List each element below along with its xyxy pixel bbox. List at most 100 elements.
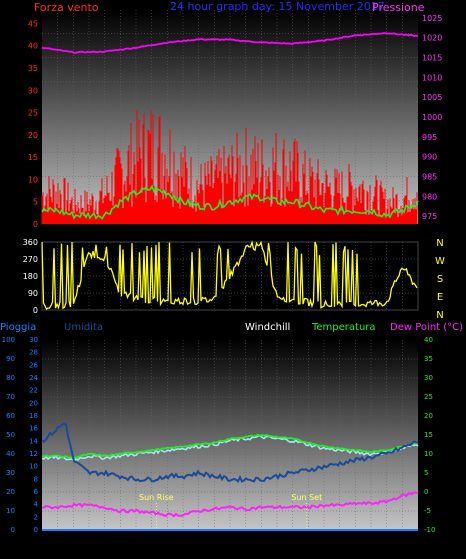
wind-tick-label: 15 xyxy=(28,153,38,162)
direction-tick-label: 180 xyxy=(23,272,38,281)
temperature-tick-label: 25 xyxy=(424,393,433,401)
pressure-tick-label: 1000 xyxy=(422,113,442,122)
x-tick-label: 14 xyxy=(256,537,266,546)
temperature-tick-label: -10 xyxy=(424,526,435,534)
pressure-tick-label: 1005 xyxy=(422,93,442,102)
rain-tick-label: 20 xyxy=(6,488,15,496)
x-tick-label: 00 xyxy=(413,231,423,240)
pressure-tick-label: 980 xyxy=(422,192,437,201)
sun-annotations: Sun Rise Sun Set xyxy=(139,493,322,530)
x-tick-label: 10 xyxy=(194,231,204,240)
rain-tick-label: 60 xyxy=(6,412,15,420)
temperature-tick-label: 5 xyxy=(424,469,428,477)
direction-tick-label: 360 xyxy=(23,238,38,247)
temperature-tick-label: 40 xyxy=(424,336,433,344)
rain-axis: 0 10 20 30 40 50 60 70 80 90 100 xyxy=(2,336,15,534)
humidity-tick-label: 0 xyxy=(34,526,38,534)
temperature-tick-label: 10 xyxy=(424,450,433,458)
humidity-tick-label: 8 xyxy=(34,475,38,483)
rain-tick-label: 40 xyxy=(6,450,15,458)
wind-axis: 0 5 10 15 20 25 30 35 40 45 xyxy=(28,19,38,229)
direction-tick-label: 90 xyxy=(28,289,38,298)
dewpoint-line xyxy=(41,491,419,518)
sun-annotation-label: Sun Set xyxy=(291,493,322,502)
humidity-tick-label: 26 xyxy=(29,361,38,369)
wind-tick-label: 20 xyxy=(28,131,38,140)
temperature-tick-label: 15 xyxy=(424,431,433,439)
rain-tick-label: 10 xyxy=(6,507,15,515)
wind-tick-label: 10 xyxy=(28,175,38,184)
humidity-tick-label: 10 xyxy=(29,463,38,471)
humidity-tick-label: 16 xyxy=(29,425,38,433)
humidity-tick-label: 22 xyxy=(29,387,38,395)
pressure-tick-label: 1015 xyxy=(422,54,442,63)
temperature-series xyxy=(41,422,419,531)
x-tick-label: 06 xyxy=(131,231,141,240)
compass-label: S xyxy=(437,274,443,285)
pressure-tick-label: 1025 xyxy=(422,14,442,23)
wind-series xyxy=(41,32,419,224)
x-tick-label: 18 xyxy=(319,537,329,546)
pressure-axis: 975 980 985 990 995 1000 1005 1010 1015 1020 1025 xyxy=(422,14,442,221)
graph-title: 24 hour graph day: 15 November 2017 xyxy=(170,0,385,13)
x-tick-label: 20 xyxy=(350,537,360,546)
x-tick-label: 18 xyxy=(319,231,329,240)
rain-tick-label: 50 xyxy=(6,431,15,439)
direction-line xyxy=(41,240,418,310)
direction-tick-label: 0 xyxy=(33,306,38,315)
humidity-tick-label: 20 xyxy=(29,399,38,407)
wind-tick-label: 40 xyxy=(28,42,38,51)
humidity-label: Umidita xyxy=(64,322,103,333)
compass-label: N xyxy=(436,310,443,321)
dewpoint-label: Dew Point (°C) xyxy=(390,322,463,333)
humidity-tick-label: 30 xyxy=(29,336,38,344)
wind-tick-label: 5 xyxy=(33,198,38,207)
x-tick-label: 12 xyxy=(225,231,235,240)
compass-label: W xyxy=(435,256,445,267)
humidity-tick-label: 2 xyxy=(34,513,38,521)
temperature-tick-label: 20 xyxy=(424,412,433,420)
compass-label: E xyxy=(437,292,443,303)
wind-avg-line xyxy=(41,184,419,220)
humidity-tick-label: 12 xyxy=(29,450,38,458)
rain-tick-label: 0 xyxy=(11,526,15,534)
wind-tick-label: 30 xyxy=(28,86,38,95)
humidity-tick-label: 28 xyxy=(29,349,38,357)
humidity-tick-label: 4 xyxy=(34,501,39,509)
temperature-tick-label: 30 xyxy=(424,374,433,382)
direction-axis: 0 90 180 270 360 xyxy=(23,238,38,315)
pressure-tick-label: 1010 xyxy=(422,73,442,82)
x-tick-label: 22 xyxy=(382,537,392,546)
rain-tick-label: 100 xyxy=(2,336,15,344)
x-tick-label: 00 xyxy=(413,537,423,546)
wind-tick-label: 0 xyxy=(33,220,38,229)
rain-tick-label: 30 xyxy=(6,469,15,477)
windchill-line xyxy=(41,434,419,462)
pressure-tick-label: 1020 xyxy=(422,34,442,43)
rain-tick-label: 80 xyxy=(6,374,15,382)
x-tick-label: 08 xyxy=(162,537,172,546)
direction-tick-label: 270 xyxy=(23,255,38,264)
humidity-line xyxy=(41,422,418,483)
x-tick-label: 20 xyxy=(350,231,360,240)
temperature-tick-label: 35 xyxy=(424,355,433,363)
x-tick-label: 16 xyxy=(288,231,298,240)
x-tick-label: 22 xyxy=(382,231,392,240)
pressure-tick-label: 975 xyxy=(422,212,437,221)
wind-tick-label: 45 xyxy=(28,19,38,28)
x-tick-label: 14 xyxy=(256,231,266,240)
wind-label: Forza vento xyxy=(34,1,99,14)
humidity-tick-label: 24 xyxy=(29,374,38,382)
x-tick-label: 16 xyxy=(288,537,298,546)
wind-tick-label: 25 xyxy=(28,109,38,118)
pressure-tick-label: 985 xyxy=(422,172,437,181)
compass-label: N xyxy=(436,238,443,249)
x-axis-1: 02 04 06 08 10 12 14 16 18 20 22 00 xyxy=(68,231,423,240)
humidity-tick-label: 18 xyxy=(29,412,38,420)
temperature-axis: -10 -5 0 5 10 15 20 25 30 35 40 xyxy=(424,336,435,534)
x-tick-label: 02 xyxy=(68,231,78,240)
